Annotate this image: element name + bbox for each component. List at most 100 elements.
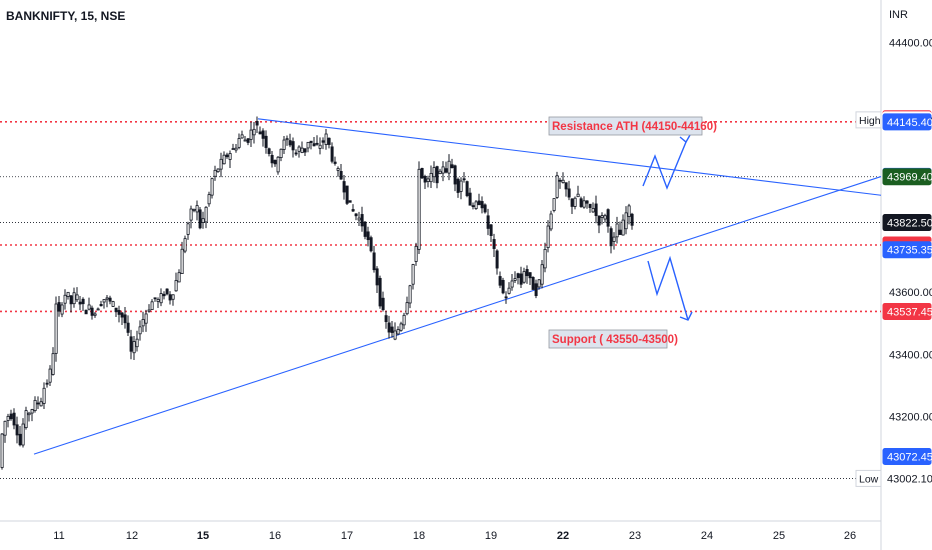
candle-body	[201, 218, 205, 223]
candle-body	[570, 198, 574, 207]
candle-body	[21, 423, 25, 446]
candle-body	[300, 147, 304, 153]
candle-body	[246, 138, 250, 143]
candle-body	[87, 304, 91, 310]
candle-body	[207, 194, 211, 205]
y-tick-label: 43200.00	[889, 412, 932, 424]
candle-body	[264, 135, 268, 148]
candle-body	[270, 154, 274, 164]
candle-body	[369, 237, 373, 252]
candle-body	[396, 329, 400, 335]
candle-body	[378, 277, 382, 307]
candle-body	[597, 215, 601, 226]
candle-body	[477, 200, 481, 206]
candle-body	[291, 141, 295, 151]
resistance-annotation-box	[548, 116, 703, 136]
candle-body	[438, 170, 442, 175]
price-label-low-box	[882, 469, 932, 487]
candle-body	[303, 148, 307, 153]
high-tag: High	[859, 115, 881, 127]
price-label-44145: 44145.40	[887, 117, 932, 129]
candle-body	[393, 330, 397, 340]
candle-body	[399, 323, 403, 331]
candle-body	[282, 139, 286, 150]
candle-body	[297, 146, 301, 152]
candle-body	[549, 213, 553, 230]
candle-body	[387, 322, 391, 333]
candle-body	[525, 269, 529, 277]
candle-body	[288, 140, 292, 146]
support-annotation-box	[548, 329, 668, 349]
candle-body	[432, 167, 436, 178]
candle-body	[84, 309, 88, 315]
candle-body	[558, 179, 562, 182]
candle-body	[192, 208, 196, 211]
low-tag: Low	[859, 473, 879, 485]
price-label-43969-box	[882, 168, 932, 186]
candle-body	[435, 166, 439, 184]
candle-body	[588, 203, 592, 208]
candle-body	[513, 278, 517, 281]
candle-body	[99, 304, 103, 307]
candle-body	[483, 204, 487, 213]
x-tick-label: 24	[701, 530, 713, 542]
candle-body	[183, 238, 187, 252]
candle-body	[498, 276, 502, 286]
candle-body	[39, 401, 43, 407]
candle-body	[141, 319, 145, 327]
candle-body	[474, 201, 478, 209]
candle-body	[228, 153, 232, 160]
candle-body	[339, 170, 343, 180]
candle-body	[459, 180, 463, 192]
price-label-43969: 43969.40	[887, 172, 932, 184]
candle-body	[354, 213, 358, 217]
candle-body	[618, 229, 622, 235]
candle-body	[15, 424, 19, 436]
candle-body	[480, 201, 484, 209]
candle-body	[423, 176, 427, 183]
candle-body	[552, 198, 556, 211]
candle-body	[624, 212, 628, 230]
candle-body	[249, 129, 253, 140]
candle-body	[594, 203, 598, 217]
candle-body	[54, 303, 58, 354]
candle-body	[345, 185, 349, 204]
candle-body	[57, 302, 61, 312]
price-label-low: 43002.10	[887, 473, 932, 485]
candle-body	[510, 280, 514, 288]
candle-body	[36, 402, 40, 405]
candle-body	[123, 314, 127, 324]
candle-body	[42, 387, 46, 404]
candle-body	[177, 272, 181, 283]
candle-body	[372, 252, 376, 271]
candle-body	[426, 178, 430, 182]
price-label-43735-box	[882, 241, 932, 259]
support-annotation: Support ( 43550-43500)	[552, 334, 678, 346]
up-projection-arrow	[642, 141, 687, 190]
y-tick-label: 43400.00	[889, 349, 932, 361]
candle-body	[468, 192, 472, 206]
resistance-annotation: Resistance ATH (44150-44160)	[552, 121, 717, 133]
candle-body	[33, 399, 37, 411]
candle-body	[294, 152, 298, 155]
candle-body	[171, 294, 175, 300]
candle-body	[135, 338, 139, 348]
candle-body	[258, 131, 262, 135]
candle-body	[213, 169, 217, 177]
price-label-43072-box	[882, 447, 932, 465]
candle-body	[321, 140, 325, 143]
candle-body	[267, 148, 271, 154]
candle-body	[198, 209, 202, 229]
candle-body	[90, 307, 94, 316]
candle-body	[102, 299, 106, 303]
candle-body	[186, 223, 190, 235]
candle-body	[27, 412, 31, 416]
candle-body	[0, 433, 4, 468]
candle-body	[285, 138, 289, 141]
candle-body	[522, 271, 526, 283]
candle-body	[360, 214, 364, 227]
candle-body	[450, 164, 454, 169]
candle-body	[627, 205, 631, 217]
candle-body	[603, 215, 607, 220]
candle-body	[501, 279, 505, 294]
